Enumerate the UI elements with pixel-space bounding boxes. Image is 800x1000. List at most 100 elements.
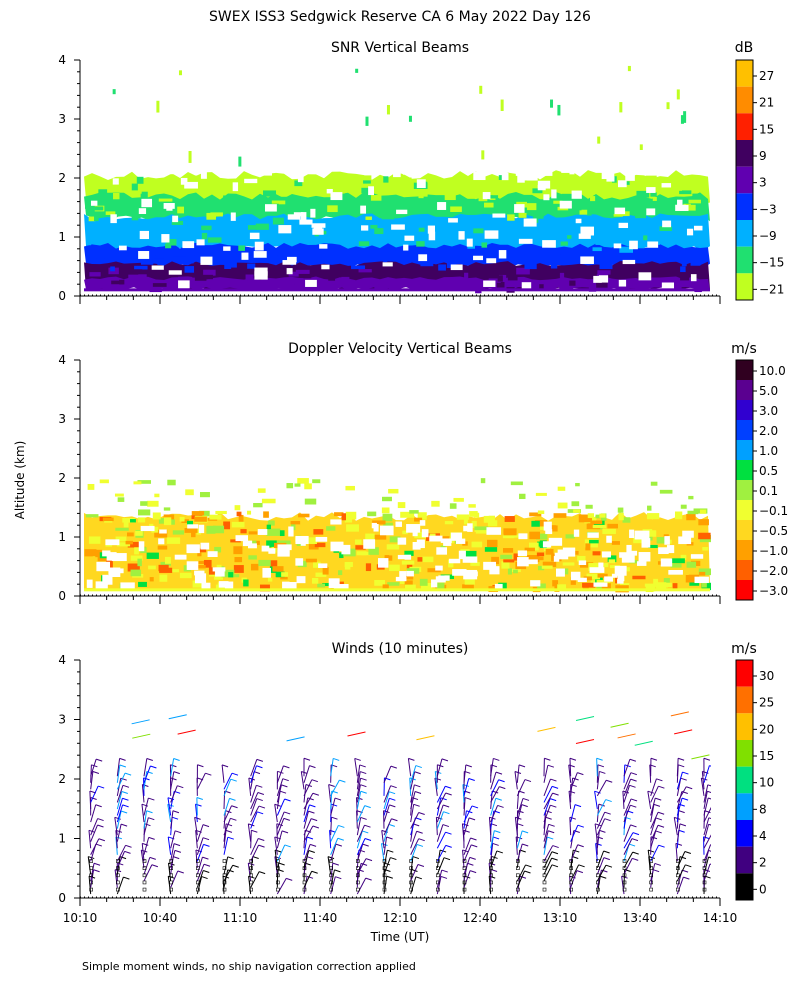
calm-marker xyxy=(382,873,387,878)
calm-marker xyxy=(596,880,600,885)
snr-speckle xyxy=(188,150,192,163)
wind-barb-shaft xyxy=(170,771,175,790)
calm-marker xyxy=(142,887,147,892)
doppler-gap xyxy=(159,529,167,534)
calm-marker xyxy=(596,887,600,892)
wind-barb-flag xyxy=(120,777,127,781)
wind-barb-flag xyxy=(408,757,415,761)
wind-barb-shaft xyxy=(356,791,362,810)
snr-cell xyxy=(199,274,213,280)
doppler-cell xyxy=(577,555,586,562)
calm-marker xyxy=(542,887,547,892)
doppler-cell xyxy=(680,554,687,560)
wind-barb-flag xyxy=(98,785,105,789)
upper-wind-barb xyxy=(177,729,196,735)
wind-barb-shaft xyxy=(410,844,418,862)
snr-cell xyxy=(129,269,143,274)
wind-barb-flag xyxy=(413,823,420,827)
wind-barb-flag xyxy=(150,765,157,769)
snr-cell xyxy=(210,212,223,217)
doppler-upper-cell xyxy=(137,480,152,484)
wind-barb-flag xyxy=(547,764,555,768)
snr-cell xyxy=(559,285,574,291)
doppler-cell xyxy=(699,571,706,576)
wind-barb-flag xyxy=(149,856,156,860)
wind-barb-flag xyxy=(493,757,500,761)
doppler-cell xyxy=(464,578,475,585)
snr-cell xyxy=(695,250,704,254)
wind-barb-flag xyxy=(499,786,506,790)
calm-marker xyxy=(676,866,680,870)
snr-speckle xyxy=(557,104,561,116)
wind-barb-flag xyxy=(227,836,234,840)
doppler-gap xyxy=(277,549,290,557)
doppler-cell xyxy=(149,577,154,582)
doppler-cell xyxy=(702,547,709,551)
doppler-cell xyxy=(401,560,415,565)
doppler-gap xyxy=(111,568,124,574)
doppler-upper-cell xyxy=(140,501,148,506)
wind-barb-shaft xyxy=(490,779,500,797)
doppler-cell xyxy=(127,541,141,548)
y-tick-label: 4 xyxy=(58,653,66,667)
wind-barb-shaft xyxy=(703,850,710,868)
wind-barb-shaft xyxy=(116,764,121,783)
wind-barb-flag xyxy=(308,810,315,814)
wind-barb-shaft xyxy=(276,798,286,816)
doppler-gap xyxy=(489,566,500,575)
wind-barb-shaft xyxy=(223,772,233,790)
doppler-cell xyxy=(529,512,542,517)
wind-barb-shaft xyxy=(676,791,683,810)
snr-speckle xyxy=(386,105,390,115)
wind-barb-shaft xyxy=(676,758,679,777)
doppler-gap xyxy=(668,570,683,575)
doppler-cell xyxy=(209,514,222,520)
doppler-cell xyxy=(526,555,540,563)
wind-barb-flag xyxy=(283,817,290,821)
calm-marker xyxy=(569,880,573,885)
wind-barb-shaft xyxy=(303,825,314,842)
calm-marker xyxy=(649,866,653,870)
wind-barb-shaft xyxy=(167,797,172,816)
wind-barb-shaft xyxy=(463,857,471,875)
doppler-cell xyxy=(507,568,513,575)
wind-barb-shaft xyxy=(703,863,711,882)
wind-barb-shaft xyxy=(250,805,260,823)
doppler-cell xyxy=(384,555,390,560)
wind-barb-flag xyxy=(468,778,475,781)
snr-cell xyxy=(648,223,653,228)
doppler-cell xyxy=(266,528,281,536)
wind-barb-shaft xyxy=(196,772,206,790)
wind-barb-shaft xyxy=(383,836,388,855)
doppler-cell xyxy=(557,584,567,591)
doppler-gap xyxy=(617,579,624,584)
winds-plot-area xyxy=(87,711,711,895)
snr-plot-area xyxy=(84,65,710,294)
doppler-gap xyxy=(518,533,528,540)
doppler-gap xyxy=(318,563,328,569)
wind-barb-flag xyxy=(196,797,204,800)
doppler-cell xyxy=(586,573,601,580)
snr-cell xyxy=(313,282,323,287)
doppler-gap xyxy=(224,581,234,590)
wind-barb-shaft xyxy=(463,778,470,797)
wind-barb-shaft xyxy=(250,765,257,783)
doppler-gap xyxy=(636,561,647,566)
calm-marker xyxy=(302,880,307,885)
snr-gap xyxy=(448,218,458,223)
wind-barb-flag xyxy=(522,843,529,847)
wind-barb-shaft xyxy=(490,843,494,862)
doppler-cell xyxy=(312,577,319,584)
wind-barb-shaft xyxy=(383,765,392,783)
wind-barb-shaft xyxy=(516,843,523,862)
doppler-cell xyxy=(234,557,243,563)
doppler-gap xyxy=(593,582,608,587)
wind-barb-flag xyxy=(124,850,131,854)
wind-barb-flag xyxy=(632,851,639,855)
wind-barb-flag xyxy=(414,791,422,794)
snr-cell xyxy=(229,262,237,268)
wind-barb-flag xyxy=(173,856,180,860)
snr-cell xyxy=(267,181,275,188)
snr-gap xyxy=(112,178,119,185)
